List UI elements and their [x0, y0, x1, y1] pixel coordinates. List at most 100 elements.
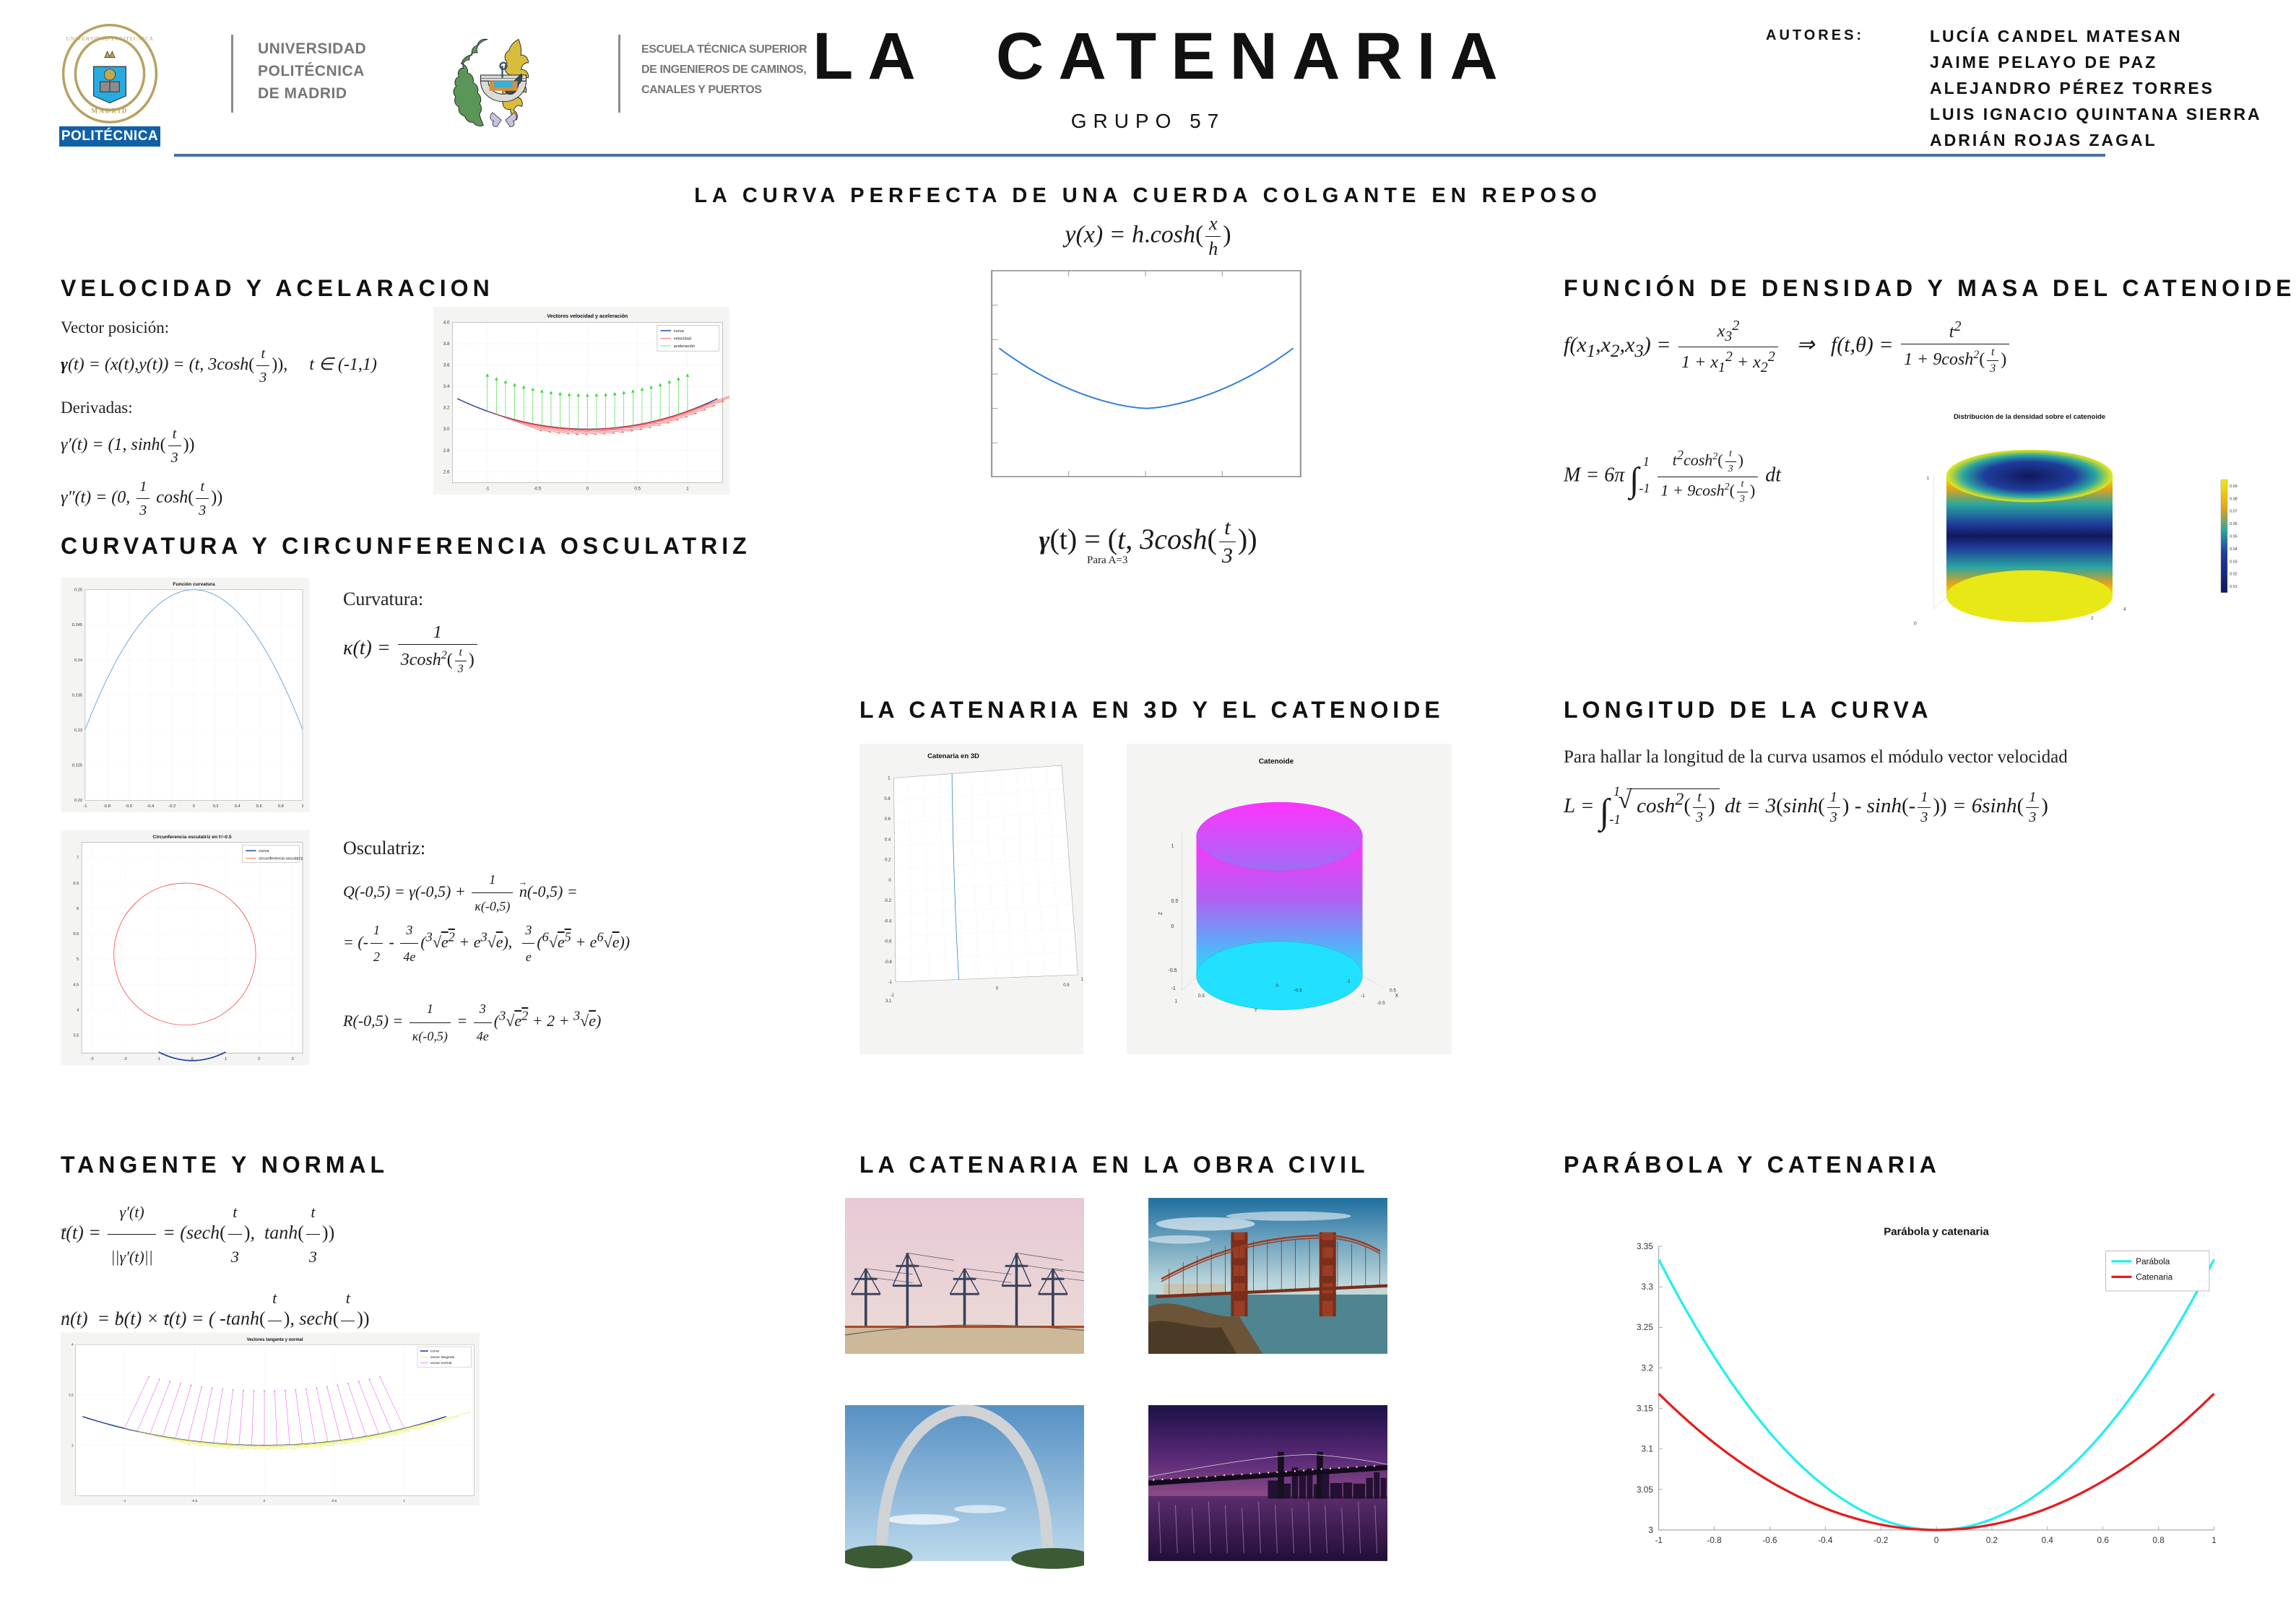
svg-text:0.07: 0.07: [2230, 510, 2237, 514]
svg-text:-1: -1: [1655, 1536, 1662, 1545]
svg-text:3.25: 3.25: [1637, 1323, 1653, 1332]
svg-text:Parábola y catenaria: Parábola y catenaria: [1884, 1225, 1989, 1238]
svg-text:3.1: 3.1: [1642, 1445, 1653, 1454]
svg-text:-1: -1: [891, 994, 895, 998]
svg-text:Función curvatura: Función curvatura: [173, 582, 215, 587]
svg-text:0.4: 0.4: [885, 838, 891, 842]
svg-text:3: 3: [291, 1057, 293, 1061]
svg-text:4: 4: [72, 1343, 74, 1347]
svg-text:3.0: 3.0: [443, 427, 450, 432]
svg-text:0.5: 0.5: [634, 487, 641, 492]
svg-text:-0.6: -0.6: [884, 940, 892, 944]
svg-text:-0.2: -0.2: [884, 899, 892, 903]
svg-text:0.06: 0.06: [2230, 522, 2237, 526]
svg-text:0.225: 0.225: [72, 764, 82, 768]
svg-text:0.6: 0.6: [2097, 1536, 2109, 1545]
svg-text:3.5: 3.5: [73, 1034, 79, 1038]
svg-text:X: X: [1395, 994, 1399, 999]
svg-text:0.09: 0.09: [2230, 484, 2237, 489]
svg-text:0.5: 0.5: [1171, 899, 1179, 904]
svg-text:0.235: 0.235: [72, 693, 82, 697]
svg-text:0: 0: [586, 487, 589, 492]
svg-text:-0.6: -0.6: [125, 804, 132, 809]
svg-text:Parábola: Parábola: [2136, 1257, 2170, 1266]
svg-text:Vectores velocidad y aceleraci: Vectores velocidad y aceleración: [547, 313, 628, 319]
svg-text:0.245: 0.245: [72, 623, 82, 627]
svg-text:0: 0: [1171, 924, 1174, 929]
svg-text:2.8: 2.8: [443, 448, 450, 453]
svg-text:-0.2: -0.2: [1873, 1536, 1888, 1545]
svg-text:0.2: 0.2: [1986, 1536, 1998, 1545]
svg-text:3.15: 3.15: [1637, 1404, 1653, 1414]
svg-text:4: 4: [2123, 607, 2126, 612]
svg-text:4.0: 4.0: [443, 320, 450, 325]
svg-text:1: 1: [686, 487, 689, 492]
svg-text:aceleración: aceleración: [674, 344, 695, 349]
svg-text:0.4: 0.4: [2042, 1536, 2054, 1545]
svg-text:6: 6: [77, 907, 79, 911]
svg-text:-0.5: -0.5: [191, 1499, 198, 1503]
svg-text:1: 1: [1927, 477, 1930, 481]
svg-text:0.22: 0.22: [74, 799, 82, 803]
svg-text:0.03: 0.03: [2230, 560, 2237, 564]
svg-text:0: 0: [1934, 1536, 1939, 1545]
svg-text:0.8: 0.8: [884, 797, 891, 801]
svg-text:-3: -3: [90, 1057, 93, 1061]
svg-text:3.5: 3.5: [69, 1393, 74, 1397]
svg-text:0.6: 0.6: [256, 804, 262, 809]
svg-text:-0.4: -0.4: [884, 919, 892, 924]
svg-text:0.05: 0.05: [2230, 534, 2237, 539]
svg-text:0.25: 0.25: [74, 588, 82, 593]
svg-text:3.4: 3.4: [443, 384, 450, 389]
svg-text:-1: -1: [1346, 979, 1351, 984]
svg-text:1: 1: [225, 1057, 227, 1061]
svg-text:0: 0: [1914, 622, 1917, 627]
svg-text:5: 5: [77, 957, 79, 962]
svg-text:2.6: 2.6: [443, 469, 450, 474]
svg-text:-1: -1: [123, 1499, 126, 1503]
svg-text:1: 1: [1171, 844, 1174, 849]
svg-text:vector tangente: vector tangente: [430, 1355, 455, 1360]
svg-text:0.2: 0.2: [213, 804, 219, 809]
svg-text:velocidad: velocidad: [674, 336, 691, 341]
svg-text:-1: -1: [888, 981, 893, 985]
svg-text:4.5: 4.5: [73, 983, 79, 987]
svg-text:0.8: 0.8: [2152, 1536, 2165, 1545]
svg-text:curva: curva: [430, 1350, 439, 1354]
svg-text:Distribución de la densidad so: Distribución de la densidad sobre el cat…: [1954, 413, 2105, 421]
svg-text:0.6: 0.6: [885, 817, 891, 822]
svg-text:-1: -1: [1171, 986, 1176, 991]
svg-text:0: 0: [264, 1499, 266, 1503]
svg-text:0.5: 0.5: [1063, 983, 1070, 988]
svg-text:0: 0: [1276, 983, 1279, 988]
svg-text:-0.8: -0.8: [103, 804, 111, 809]
svg-text:-0.5: -0.5: [1169, 968, 1177, 973]
svg-text:-0.5: -0.5: [534, 487, 542, 492]
svg-text:0.5: 0.5: [1198, 994, 1205, 999]
svg-text:0.02: 0.02: [2230, 573, 2237, 577]
svg-text:-0.8: -0.8: [1707, 1536, 1722, 1545]
svg-text:1: 1: [1175, 999, 1178, 1004]
svg-text:Catenaria: Catenaria: [2136, 1272, 2172, 1282]
svg-text:Vectores tangente y normal: Vectores tangente y normal: [247, 1338, 303, 1342]
svg-text:0.08: 0.08: [2230, 497, 2237, 501]
svg-text:0.5: 0.5: [332, 1499, 337, 1503]
svg-text:3: 3: [1648, 1526, 1653, 1535]
svg-text:3.35: 3.35: [1637, 1242, 1653, 1251]
svg-text:-0.6: -0.6: [1762, 1536, 1777, 1545]
svg-text:3.1: 3.1: [885, 999, 892, 1004]
svg-text:-0.5: -0.5: [1377, 1001, 1386, 1006]
svg-text:1: 1: [403, 1499, 405, 1503]
svg-text:0.4: 0.4: [235, 804, 241, 809]
svg-text:-0.4: -0.4: [147, 804, 155, 809]
svg-text:1: 1: [2211, 1536, 2217, 1545]
svg-text:0.04: 0.04: [2230, 547, 2237, 552]
svg-text:-1: -1: [157, 1057, 160, 1061]
svg-text:3.6: 3.6: [443, 363, 450, 368]
svg-text:Catenaria en 3D: Catenaria en 3D: [927, 752, 979, 760]
svg-text:-1: -1: [485, 487, 490, 492]
svg-text:-1: -1: [83, 804, 87, 809]
svg-text:1: 1: [1081, 978, 1084, 982]
svg-text:6.5: 6.5: [73, 882, 79, 886]
svg-text:-2: -2: [124, 1057, 127, 1061]
